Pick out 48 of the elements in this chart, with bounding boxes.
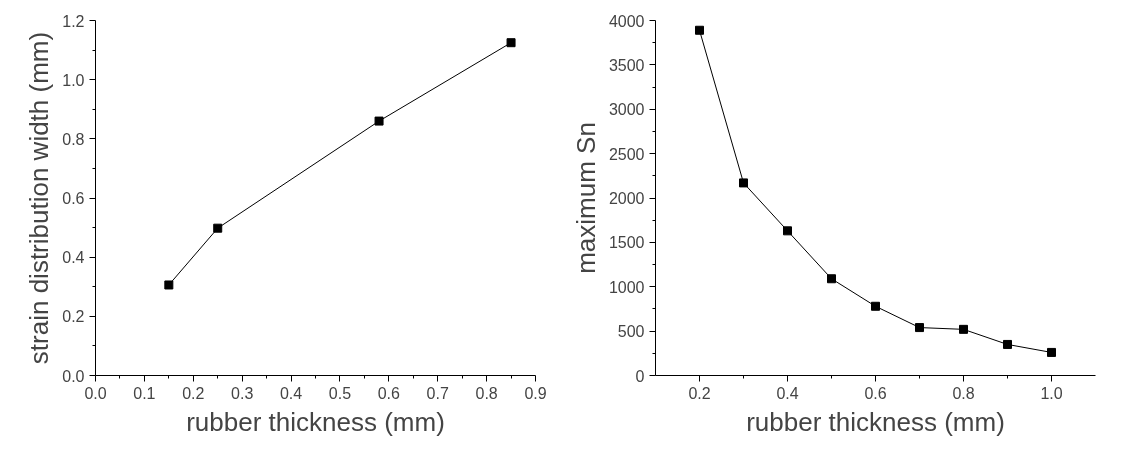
y-tick-label: 500 (617, 323, 645, 341)
point (695, 25, 704, 35)
y-tick-label: 0 (635, 367, 645, 385)
y-tick-label: 1500 (608, 234, 645, 252)
point (1003, 339, 1012, 349)
x-axis-title: rubber thickness (mm) (186, 406, 445, 437)
y-tick-label: 4000 (608, 12, 645, 30)
y-tick-label: 0.0 (62, 367, 85, 385)
y-tick-label: 0.6 (62, 190, 85, 207)
point (959, 324, 968, 334)
y-tick-label: 0.8 (62, 130, 85, 148)
y-tick-label: 2000 (608, 190, 645, 207)
point (213, 223, 223, 233)
point (506, 38, 516, 48)
x-tick-label: 0.4 (776, 384, 799, 402)
point (164, 280, 174, 290)
point (374, 116, 384, 126)
y-tick-label: 0.4 (62, 249, 85, 267)
x-tick-label: 0.6 (377, 384, 401, 402)
x-tick-label: 0.6 (864, 384, 887, 402)
point (915, 323, 924, 333)
x-tick-label: 0.3 (231, 384, 254, 402)
x-tick-label: 1.0 (1040, 384, 1063, 402)
x-axis-title: rubber thickness (mm) (746, 406, 1005, 437)
x-tick-label: 0.5 (328, 384, 352, 402)
x-tick-label: 0.1 (133, 384, 156, 402)
text: 0.0 (84, 384, 107, 402)
point (871, 301, 880, 311)
x-tick-label: 0.9 (524, 384, 547, 402)
x-tick-label: 0.8 (475, 384, 498, 402)
y-tick-label: 1.2 (62, 12, 85, 30)
x-tick-label: 0.2 (182, 384, 205, 402)
x-tick-label: 0.2 (688, 384, 711, 402)
x-tick-label: 0.4 (279, 384, 303, 402)
y-tick-label: 1000 (608, 278, 645, 296)
y-tick-label: 0.2 (62, 308, 85, 326)
y-tick-label: 3500 (608, 56, 645, 74)
point (827, 274, 836, 284)
x-tick-label: 0.7 (426, 384, 449, 402)
y-tick-label: 2500 (608, 145, 645, 163)
y-tick-label: 1.0 (62, 71, 85, 89)
x-tick-label: 0.8 (952, 384, 975, 402)
y-axis-title: maximum Sn (570, 122, 601, 274)
point (1047, 347, 1056, 357)
y-axis-title: strain distribution width (mm) (24, 31, 55, 365)
point (739, 178, 748, 188)
point (783, 226, 792, 236)
y-tick-label: 3000 (608, 101, 645, 119)
